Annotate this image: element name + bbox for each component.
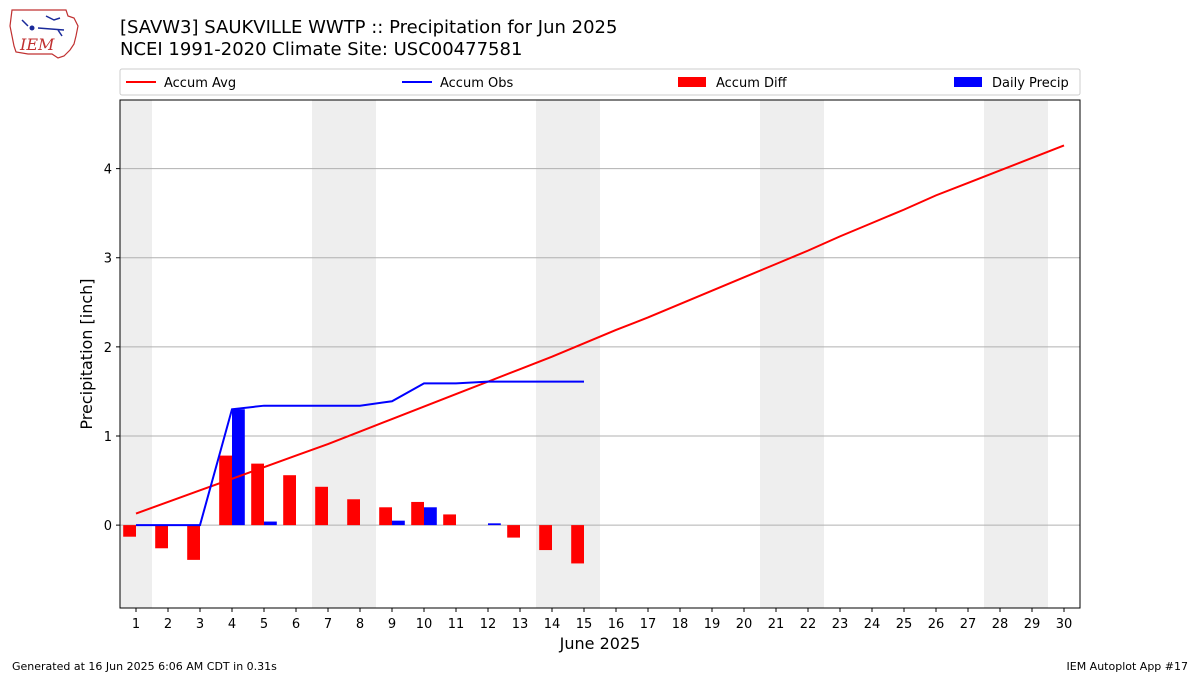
x-tick-label-28: 28 xyxy=(992,617,1009,632)
lines xyxy=(135,144,1065,527)
legend-label-3: Daily Precip xyxy=(992,76,1069,91)
x-tick-label-2: 2 xyxy=(164,617,172,632)
svg-text:IEM: IEM xyxy=(19,35,55,54)
x-tick-label-8: 8 xyxy=(356,617,364,632)
legend-label-0: Accum Avg xyxy=(164,76,236,91)
x-tick-label-19: 19 xyxy=(704,617,721,632)
accum-diff-bar-day-11 xyxy=(443,514,456,526)
iem-logo: IEM xyxy=(9,9,79,59)
legend-label-2: Accum Diff xyxy=(716,76,788,91)
accum-diff-bar-day-8 xyxy=(347,499,360,526)
accum-diff-bar-day-7 xyxy=(315,486,328,526)
x-tick-label-29: 29 xyxy=(1024,617,1041,632)
x-tick-label-13: 13 xyxy=(512,617,529,632)
x-tick-label-14: 14 xyxy=(544,617,561,632)
y-tick-label-2: 2 xyxy=(104,341,112,356)
plot-frame xyxy=(119,99,1081,609)
x-tick-label-24: 24 xyxy=(864,617,881,632)
x-tick-label-10: 10 xyxy=(416,617,433,632)
weekend-shade-2 xyxy=(536,100,600,608)
x-ticks: 1 2 3 4 5 6 7 8 9 10 11 12 13 14 15 16 17 18 19 20 21 22 23 24 2… xyxy=(132,608,1072,632)
y-tick-label-1: 1 xyxy=(104,430,112,445)
legend-swatch-2 xyxy=(678,77,706,87)
legend: Accum Avg Accum Obs Accum Diff Daily Precip xyxy=(119,68,1081,96)
x-tick-label-4: 4 xyxy=(228,617,236,632)
generated-timestamp: Generated at 16 Jun 2025 6:06 AM CDT in … xyxy=(12,660,277,673)
accum-diff-bar-day-4 xyxy=(219,455,232,526)
x-tick-label-16: 16 xyxy=(608,617,625,632)
y-tick-label-4: 4 xyxy=(104,163,112,178)
accum-diff-bar-day-14 xyxy=(539,525,552,551)
x-tick-label-22: 22 xyxy=(800,617,817,632)
weekend-shade-1 xyxy=(312,100,376,608)
accum-diff-bar-day-5 xyxy=(251,463,264,526)
y-tick-label-3: 3 xyxy=(104,252,112,267)
weekend-shade-3 xyxy=(760,100,824,608)
daily-precip-bar-day-5 xyxy=(264,521,277,526)
accum-diff-bar-day-2 xyxy=(155,525,168,549)
x-tick-label-21: 21 xyxy=(768,617,785,632)
chart-title: [SAVW3] SAUKVILLE WWTP :: Precipitation … xyxy=(120,17,618,38)
gridlines xyxy=(120,168,1080,526)
x-tick-label-30: 30 xyxy=(1056,617,1073,632)
legend-frame xyxy=(119,68,1081,96)
accum-diff-bar-day-3 xyxy=(187,525,200,560)
x-tick-label-20: 20 xyxy=(736,617,753,632)
x-tick-label-1: 1 xyxy=(132,617,140,632)
accum-diff-bar-day-6 xyxy=(283,475,296,526)
daily-precip-bar-day-4 xyxy=(232,409,245,526)
chart-subtitle: NCEI 1991-2020 Climate Site: USC00477581 xyxy=(120,39,523,60)
accum-diff-bar-day-9 xyxy=(379,507,392,526)
accum-avg-line xyxy=(135,144,1065,515)
x-tick-label-25: 25 xyxy=(896,617,913,632)
bars xyxy=(123,409,584,564)
daily-precip-bar-day-10 xyxy=(424,507,437,526)
x-tick-label-7: 7 xyxy=(324,617,332,632)
x-tick-label-3: 3 xyxy=(196,617,204,632)
y-ticks: 0 1 2 3 4 xyxy=(104,163,120,534)
accum-diff-bar-day-15 xyxy=(571,525,584,564)
accum-diff-bar-day-13 xyxy=(507,525,520,538)
legend-swatch-3 xyxy=(954,77,982,87)
x-axis-label: June 2025 xyxy=(559,634,641,653)
x-tick-label-27: 27 xyxy=(960,617,977,632)
x-tick-label-5: 5 xyxy=(260,617,268,632)
x-tick-label-23: 23 xyxy=(832,617,849,632)
x-tick-label-18: 18 xyxy=(672,617,689,632)
accum-diff-bar-day-10 xyxy=(411,501,424,526)
weekend-shade-4 xyxy=(984,100,1048,608)
y-axis-label: Precipitation [inch] xyxy=(77,278,96,429)
y-tick-label-0: 0 xyxy=(104,519,112,534)
daily-precip-bar-day-12 xyxy=(488,523,501,526)
x-tick-label-6: 6 xyxy=(292,617,300,632)
x-tick-label-17: 17 xyxy=(640,617,657,632)
accum-obs-line xyxy=(136,380,584,527)
daily-precip-bar-day-9 xyxy=(392,520,405,526)
x-tick-label-12: 12 xyxy=(480,617,497,632)
legend-label-1: Accum Obs xyxy=(440,76,513,91)
x-tick-label-11: 11 xyxy=(448,617,465,632)
accum-diff-bar-day-1 xyxy=(123,525,136,537)
app-credit: IEM Autoplot App #17 xyxy=(1066,660,1189,673)
weekend-shade-0 xyxy=(120,100,152,608)
x-tick-label-26: 26 xyxy=(928,617,945,632)
weekend-shading xyxy=(120,100,1048,608)
x-tick-label-9: 9 xyxy=(388,617,396,632)
x-tick-label-15: 15 xyxy=(576,617,593,632)
